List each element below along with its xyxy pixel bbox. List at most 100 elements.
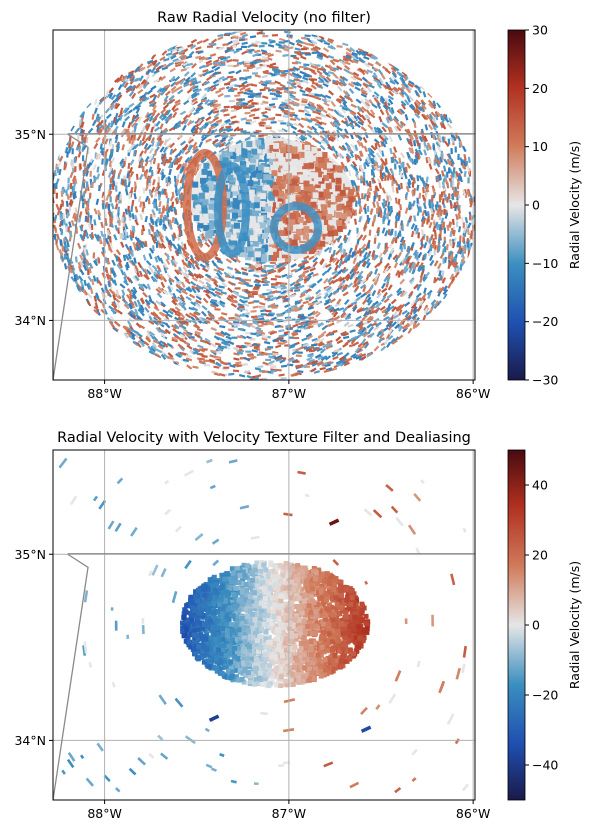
raw-velocity-gate <box>236 345 243 348</box>
raw-velocity-gate <box>405 166 408 173</box>
raw-velocity-gate <box>227 280 235 286</box>
raw-velocity-gate <box>109 177 113 184</box>
raw-velocity-gate <box>361 193 364 200</box>
raw-velocity-gate <box>119 283 126 289</box>
raw-velocity-gate <box>167 176 170 183</box>
raw-velocity-gate <box>305 53 312 56</box>
raw-velocity-gate <box>388 90 394 97</box>
raw-velocity-gate <box>304 115 311 121</box>
raw-velocity-gate <box>228 140 234 147</box>
raw-velocity-gate <box>62 218 66 225</box>
raw-velocity-gate <box>70 159 73 166</box>
raw-velocity-gate <box>156 92 162 99</box>
raw-velocity-gate <box>362 203 367 210</box>
raw-velocity-gate <box>148 99 155 105</box>
raw-velocity-gate <box>413 224 418 232</box>
raw-velocity-gate <box>396 290 403 297</box>
raw-velocity-gate <box>379 211 383 218</box>
raw-velocity-gate <box>179 294 185 301</box>
raw-velocity-gate <box>336 339 344 345</box>
raw-velocity-gate <box>400 103 407 110</box>
raw-velocity-gate <box>174 269 180 276</box>
raw-velocity-gate <box>115 185 118 192</box>
raw-velocity-gate <box>227 75 234 79</box>
raw-velocity-gate <box>388 108 394 115</box>
raw-velocity-gate <box>60 199 65 206</box>
raw-velocity-gate <box>104 107 111 114</box>
raw-velocity-gate <box>187 43 194 48</box>
raw-velocity-gate <box>363 310 369 317</box>
raw-velocity-gate <box>197 235 203 242</box>
raw-velocity-gate <box>98 184 101 192</box>
raw-velocity-gate <box>91 181 94 188</box>
raw-velocity-gate <box>145 260 152 267</box>
raw-velocity-gate <box>259 124 266 127</box>
raw-velocity-gate <box>190 38 198 44</box>
raw-velocity-gate <box>304 34 311 38</box>
raw-velocity-gate <box>84 232 90 239</box>
raw-velocity-gate <box>280 74 287 77</box>
raw-velocity-gate <box>359 283 367 290</box>
raw-velocity-gate <box>319 139 327 145</box>
raw-velocity-gate <box>373 237 377 244</box>
raw-velocity-gate <box>171 88 178 94</box>
raw-velocity-gate <box>280 356 287 360</box>
raw-velocity-gate <box>260 313 267 316</box>
raw-velocity-gate <box>295 354 302 357</box>
raw-velocity-gate <box>216 346 224 352</box>
raw-velocity-gate <box>129 159 135 166</box>
raw-velocity-gate <box>291 71 298 77</box>
raw-velocity-gate <box>281 128 288 133</box>
raw-velocity-gate <box>298 109 305 113</box>
raw-velocity-gate <box>194 347 201 353</box>
raw-velocity-gate <box>198 118 205 125</box>
raw-velocity-gate <box>92 252 96 259</box>
raw-velocity-gate <box>150 186 156 193</box>
raw-velocity-gate <box>376 201 380 208</box>
raw-velocity-gate <box>166 143 172 149</box>
raw-velocity-gate <box>122 325 129 332</box>
raw-velocity-gate <box>152 245 155 252</box>
raw-velocity-gate <box>87 269 90 276</box>
raw-velocity-gate <box>411 181 415 188</box>
raw-velocity-gate <box>403 243 406 250</box>
raw-velocity-gate <box>58 155 64 163</box>
raw-velocity-gate <box>411 268 416 275</box>
raw-velocity-gate <box>378 116 383 123</box>
raw-velocity-gate <box>380 73 386 80</box>
raw-velocity-gate <box>342 101 348 108</box>
raw-velocity-gate <box>73 157 77 164</box>
raw-velocity-gate <box>390 66 397 73</box>
chart-title: Raw Radial Velocity (no filter) <box>157 10 371 26</box>
raw-velocity-gate <box>255 95 262 98</box>
raw-velocity-gate <box>388 242 394 249</box>
raw-velocity-gate <box>294 51 302 54</box>
raw-velocity-gate <box>93 107 98 114</box>
raw-velocity-gate <box>363 56 370 61</box>
raw-velocity-gate <box>293 360 300 363</box>
raw-velocity-gate <box>341 266 347 274</box>
raw-velocity-gate <box>364 161 370 168</box>
raw-velocity-gate <box>185 313 192 319</box>
raw-velocity-gate <box>397 108 403 115</box>
raw-velocity-gate <box>366 194 369 201</box>
raw-velocity-gate <box>363 163 367 170</box>
raw-velocity-gate <box>215 350 222 354</box>
raw-velocity-gate <box>131 249 134 257</box>
raw-velocity-gate <box>223 105 230 109</box>
raw-velocity-gate <box>295 329 302 333</box>
raw-velocity-gate <box>101 191 105 198</box>
raw-velocity-gate <box>386 213 389 220</box>
raw-velocity-gate <box>109 184 112 191</box>
raw-velocity-gate <box>379 97 385 104</box>
raw-velocity-gate <box>373 325 380 331</box>
raw-velocity-gate <box>228 328 235 332</box>
raw-velocity-gate <box>136 134 142 142</box>
raw-velocity-gate <box>215 293 222 299</box>
raw-velocity-gate <box>204 264 211 270</box>
raw-velocity-gate <box>154 186 159 193</box>
raw-velocity-gate <box>469 214 472 221</box>
raw-velocity-gate <box>356 238 360 245</box>
raw-velocity-gate <box>73 274 77 282</box>
raw-velocity-gate <box>266 106 274 109</box>
